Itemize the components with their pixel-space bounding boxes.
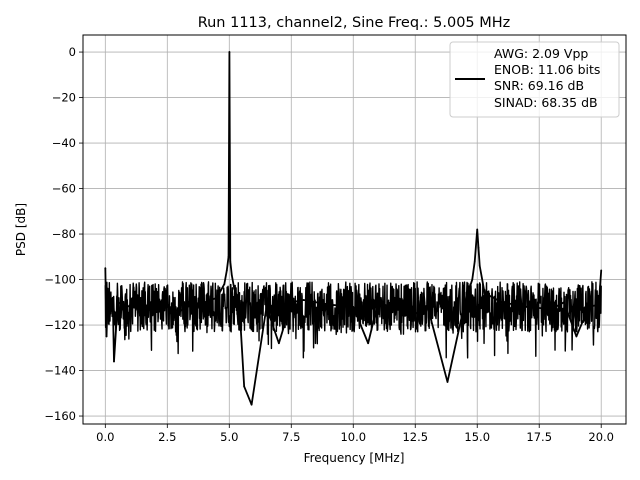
psd-point [478,265,481,267]
x-tick-label: 5.0 [220,430,238,444]
psd-point [191,303,194,306]
psd-point [113,360,115,363]
plot-area-frame [82,34,627,425]
x-tick-label: 17.5 [526,430,552,444]
psd-point [233,287,236,290]
psd-point [501,301,503,304]
psd-point [563,301,565,304]
psd-point [243,385,246,388]
y-axis: 0 −20 −40 −60 −80 −100 −120 −140 −160 [44,45,83,423]
psd-point [587,305,590,308]
legend-line-awg: AWG: 2.09 Vpp [494,46,588,61]
psd-noise-floor [104,281,602,359]
psd-series [104,51,603,406]
x-tick-label: 7.5 [282,430,300,444]
psd-point [250,403,253,406]
psd-point [597,303,600,306]
psd-point [154,301,156,304]
psd-point [229,260,232,263]
psd-point [477,246,480,249]
psd-point [302,299,305,301]
y-tick-label: 0 [69,45,76,59]
psd-point [141,308,144,311]
psd-point [178,310,181,313]
psd-point [166,305,169,308]
psd-point [377,301,379,304]
psd-point [105,335,108,338]
psd-point [550,308,553,311]
x-tick-label: 2.5 [158,430,176,444]
psd-point [230,274,233,276]
psd-point [277,342,280,345]
psd-point [111,296,114,299]
legend-line-enob: ENOB: 11.06 bits [494,62,600,77]
y-tick-label: −40 [52,136,76,150]
psd-point [104,267,107,270]
psd-point [203,301,206,304]
psd-point [600,269,603,272]
psd-point [352,305,355,308]
x-tick-label: 10.0 [340,430,366,444]
x-tick-label: 0.0 [96,430,114,444]
y-axis-label: PSD [dB] [14,203,28,256]
psd-point [327,303,330,306]
psd-point [227,255,230,258]
x-tick-label: 15.0 [464,430,490,444]
psd-point [223,283,226,285]
y-tick-label: −80 [52,227,76,241]
psd-point [109,312,112,315]
psd-point [483,292,486,295]
psd-point [265,305,268,308]
y-tick-label: −120 [44,318,76,332]
x-axis-label: Frequency [MHz] [304,451,405,465]
x-tick-label: 20.0 [588,430,614,444]
psd-point [225,269,228,272]
y-tick-label: −140 [44,364,76,378]
legend-line-sinad: SINAD: 68.35 dB [494,95,598,110]
psd-point [525,305,528,308]
psd-point [471,278,474,281]
psd-point [215,296,218,299]
y-tick-label: −100 [44,273,76,287]
psd-point [389,305,392,308]
y-tick-label: −60 [52,182,76,196]
psd-point [476,228,479,231]
psd-point [228,51,231,53]
psd-point [575,335,578,338]
psd-point [290,301,293,304]
y-tick-label: −160 [44,409,76,423]
psd-point [116,301,119,304]
legend-line-snr: SNR: 69.16 dB [494,78,584,93]
psd-point [473,260,476,263]
chart-title: Run 1113, channel2, Sine Freq.: 5.005 MH… [198,15,511,31]
psd-point [463,301,466,304]
psd-point [446,381,449,383]
psd-point [367,342,370,345]
legend-box [449,41,620,118]
psd-point [426,305,429,308]
x-tick-label: 12.5 [402,430,428,444]
psd-point [129,305,132,308]
psd-point [238,301,241,304]
psd-point [106,287,109,290]
y-tick-label: −20 [52,91,76,105]
psd-point [401,308,404,311]
psd-point [414,312,417,315]
x-axis: 0.0 2.5 5.0 7.5 10.0 12.5 15.0 17.5 20.0 [96,424,614,444]
legend: AWG: 2.09 Vpp ENOB: 11.06 bits SNR: 69.1… [449,41,620,118]
